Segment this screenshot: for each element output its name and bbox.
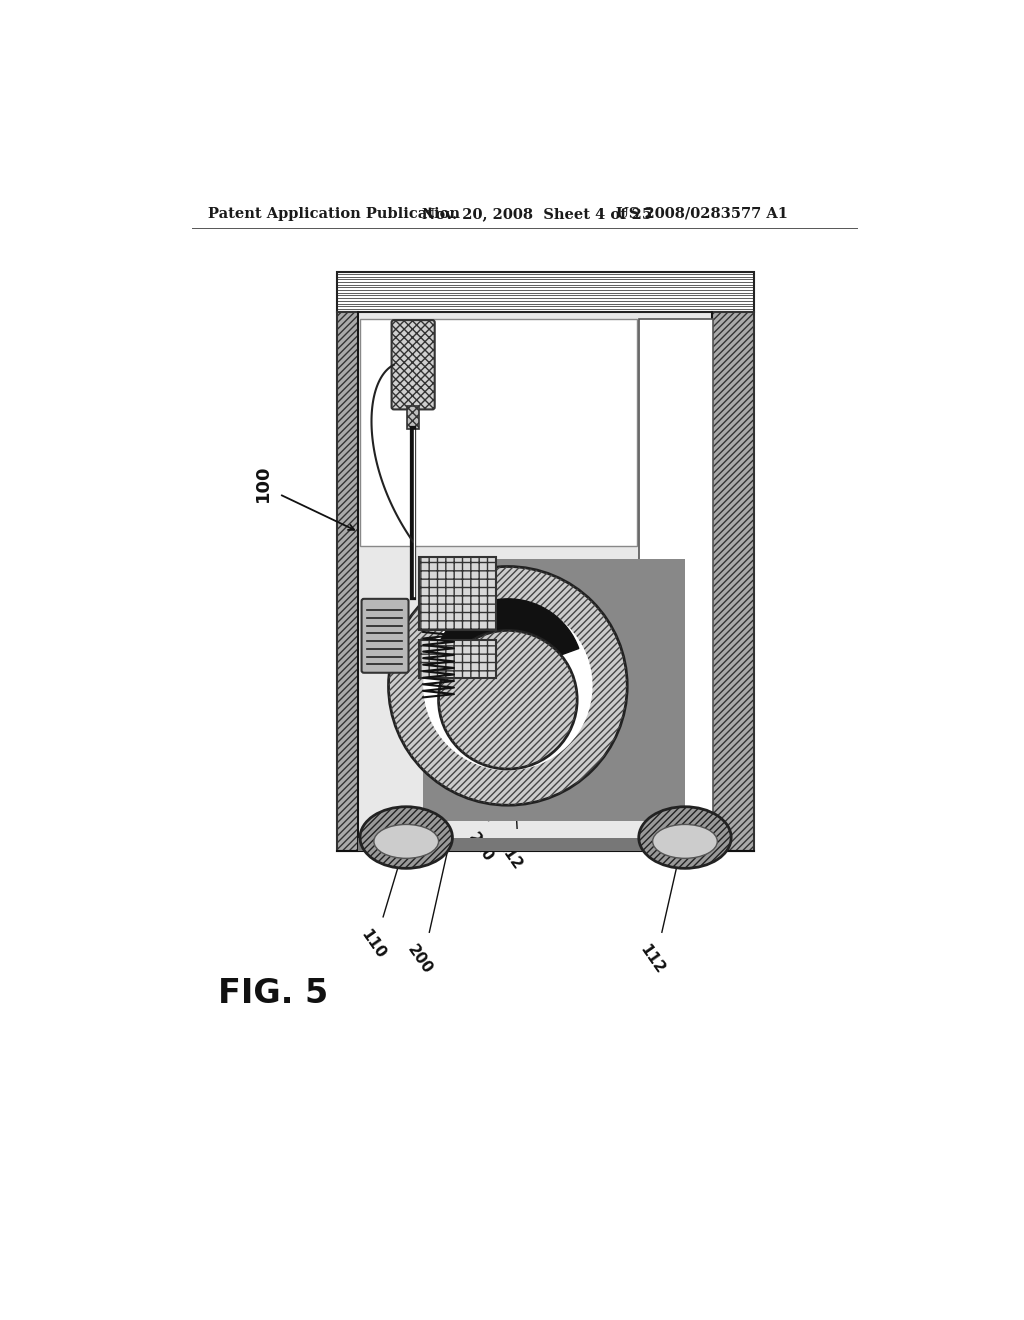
Bar bbox=[337, 313, 358, 851]
Text: 110: 110 bbox=[358, 927, 388, 961]
Bar bbox=[407, 405, 419, 429]
Text: FIG. 5: FIG. 5 bbox=[217, 977, 328, 1010]
Wedge shape bbox=[437, 599, 579, 675]
Text: US 2008/0283577 A1: US 2008/0283577 A1 bbox=[615, 207, 787, 220]
Bar bbox=[360, 318, 637, 545]
Circle shape bbox=[423, 601, 593, 771]
Bar bbox=[337, 313, 358, 851]
Bar bbox=[639, 318, 714, 818]
Circle shape bbox=[388, 566, 628, 805]
Bar bbox=[423, 558, 685, 821]
Bar bbox=[419, 557, 497, 631]
Text: 112: 112 bbox=[637, 942, 667, 977]
Ellipse shape bbox=[652, 825, 717, 858]
Text: 212: 212 bbox=[494, 838, 524, 873]
FancyBboxPatch shape bbox=[361, 599, 409, 673]
Bar bbox=[419, 640, 497, 678]
Ellipse shape bbox=[360, 807, 453, 869]
Bar bbox=[358, 313, 712, 851]
Text: Patent Application Publication: Patent Application Publication bbox=[208, 207, 460, 220]
Bar bbox=[419, 557, 497, 631]
Text: 200: 200 bbox=[404, 942, 435, 977]
Bar bbox=[712, 313, 755, 851]
Text: 100: 100 bbox=[254, 465, 272, 502]
Bar bbox=[358, 837, 712, 851]
Bar bbox=[712, 313, 755, 851]
Bar bbox=[407, 405, 419, 429]
Ellipse shape bbox=[374, 825, 438, 858]
FancyBboxPatch shape bbox=[391, 321, 435, 409]
Bar bbox=[337, 272, 755, 313]
Bar bbox=[355, 313, 358, 851]
Ellipse shape bbox=[639, 807, 731, 869]
Bar bbox=[419, 640, 497, 678]
Text: 210: 210 bbox=[465, 830, 496, 866]
Text: Nov. 20, 2008  Sheet 4 of 25: Nov. 20, 2008 Sheet 4 of 25 bbox=[422, 207, 651, 220]
Circle shape bbox=[438, 631, 578, 770]
